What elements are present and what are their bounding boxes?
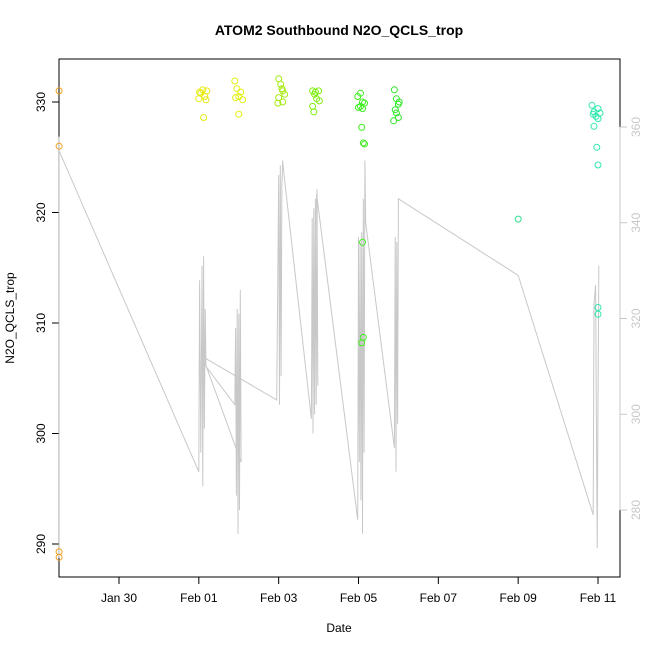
data-point [594, 310, 602, 318]
chart-title: ATOM2 Southbound N2O_QCLS_trop [215, 22, 463, 38]
data-point [310, 108, 318, 116]
y-tick-label: 320 [34, 202, 48, 222]
data-point [235, 110, 243, 118]
data-point [390, 117, 398, 125]
plot-area [58, 58, 621, 578]
secondary-series-line [58, 136, 600, 558]
y2-tick-label: 280 [629, 500, 643, 520]
y-tick-label: 290 [34, 534, 48, 554]
y2-axis: 280 300 320 340 360 [619, 117, 643, 520]
data-point [594, 105, 602, 113]
data-point [277, 80, 285, 88]
y2-tick-label: 340 [629, 212, 643, 232]
x-axis-label: Date [326, 621, 352, 635]
data-point [55, 87, 63, 95]
data-point [594, 161, 602, 169]
point-layer [55, 75, 604, 561]
x-tick-label: Feb 03 [260, 591, 298, 605]
y2-tick-label: 360 [629, 117, 643, 137]
data-point [361, 99, 368, 107]
data-point [361, 140, 368, 148]
data-point [588, 101, 596, 109]
data-point [358, 123, 366, 131]
data-point [594, 304, 602, 311]
y-axis: 290 300 310 320 330 [34, 92, 60, 554]
data-point [309, 102, 317, 110]
x-tick-label: Feb 07 [420, 591, 458, 605]
y2-tick-label: 320 [629, 308, 643, 328]
y-tick-label: 300 [34, 423, 48, 443]
data-point [232, 94, 240, 102]
data-point [392, 109, 400, 117]
data-point [202, 96, 210, 104]
data-point [237, 88, 245, 96]
data-point [395, 98, 403, 106]
y-tick-label: 330 [34, 92, 48, 112]
data-point [311, 88, 319, 96]
y-tick-label: 310 [34, 313, 48, 333]
data-point [359, 238, 366, 246]
data-point [358, 339, 366, 347]
x-tick-label: Jan 30 [101, 591, 137, 605]
data-point [594, 115, 602, 123]
x-tick-label: Feb 05 [340, 591, 378, 605]
data-point [590, 122, 598, 130]
x-axis: Jan 30 Feb 01 Feb 03 Feb 05 Feb 07 Feb 09 Feb … [101, 576, 617, 605]
line-layer [58, 136, 600, 558]
x-tick-label: Feb 01 [180, 591, 218, 605]
data-point [359, 139, 367, 147]
data-point [394, 114, 402, 121]
data-point [315, 97, 323, 105]
data-point [231, 77, 239, 85]
data-point [315, 87, 323, 95]
data-point [278, 85, 286, 93]
data-point [55, 553, 63, 561]
data-point [279, 98, 287, 106]
data-point [281, 90, 289, 98]
x-tick-label: Feb 09 [499, 591, 537, 605]
data-point [200, 114, 208, 121]
data-point [391, 106, 399, 114]
data-point [196, 88, 204, 96]
data-point [239, 96, 247, 104]
x-tick-label: Feb 11 [580, 591, 617, 605]
data-point [589, 110, 597, 118]
data-point [593, 143, 601, 151]
data-point [203, 87, 211, 95]
data-point [514, 215, 522, 223]
data-point [355, 104, 362, 111]
data-point [357, 89, 364, 97]
data-point [390, 86, 398, 94]
data-point [274, 99, 282, 107]
y-axis-label: N2O_QCLS_trop [3, 272, 17, 364]
data-point [55, 142, 63, 150]
y2-tick-label: 300 [629, 404, 643, 424]
data-point [233, 85, 241, 93]
